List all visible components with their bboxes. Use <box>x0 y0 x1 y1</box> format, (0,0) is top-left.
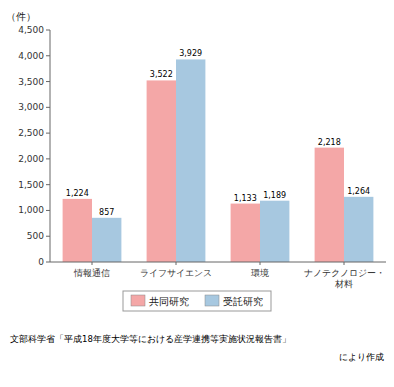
bar <box>231 204 260 262</box>
x-tick <box>92 262 93 265</box>
chart: 0 500 1,000 1,500 2,000 2,500 3,000 3,500 4,000 4… <box>0 0 394 387</box>
data-label: 3,522 <box>150 70 173 79</box>
y-tick <box>46 55 50 56</box>
x-tick-label-line: ナノテクノロジー・ <box>304 268 385 278</box>
bar <box>63 199 92 262</box>
data-label: 1,224 <box>66 189 89 198</box>
y-tick-label: 0 <box>38 257 44 267</box>
bar <box>176 59 205 262</box>
bar <box>260 201 289 262</box>
y-tick-label: 4,500 <box>18 25 44 35</box>
x-tick-label-line: 情報通信 <box>73 268 110 278</box>
legend-frame <box>123 291 271 311</box>
legend: 共同研究 受託研究 <box>123 291 271 311</box>
y-tick <box>46 158 50 159</box>
y-tick <box>46 133 50 134</box>
y-tick-label: 3,500 <box>18 77 44 87</box>
data-labels: 1,224 3,522 1,133 2,218 857 3,929 1,189 1,264 <box>66 49 370 216</box>
y-tick <box>46 81 50 82</box>
x-tick-label: 環境 <box>251 268 269 278</box>
x-tick <box>260 262 261 265</box>
y-tick <box>46 210 50 211</box>
bar <box>92 218 121 262</box>
y-tick-label: 1,500 <box>18 180 44 190</box>
x-tick-label-line: 材料 <box>334 279 353 289</box>
y-tick <box>46 262 50 263</box>
y-tick <box>46 30 50 31</box>
y-tick-label: 3,000 <box>18 102 44 112</box>
legend-swatch <box>131 295 145 306</box>
x-tick-label: ライフサイエンス <box>140 268 212 278</box>
y-axis <box>50 30 51 262</box>
y-tick <box>46 184 50 185</box>
bar <box>315 148 344 262</box>
y-tick <box>46 107 50 108</box>
y-tick <box>46 236 50 237</box>
source-note: により作成 <box>339 352 384 362</box>
data-label: 1,133 <box>234 194 257 203</box>
x-tick <box>176 262 177 265</box>
bar <box>344 197 373 262</box>
y-tick-label: 1,000 <box>18 205 44 215</box>
x-tick <box>344 262 345 265</box>
x-axis <box>50 262 386 263</box>
x-tick-label: ナノテクノロジー・材料 <box>304 268 385 289</box>
data-label: 3,929 <box>179 49 202 58</box>
legend-label: 共同研究 <box>149 296 189 307</box>
y-tick-label: 4,000 <box>18 51 44 61</box>
x-tick-label-line: 環境 <box>251 268 269 278</box>
y-tick-label: 500 <box>27 231 44 241</box>
bar <box>147 80 176 262</box>
data-label: 1,264 <box>347 187 370 196</box>
data-label: 2,218 <box>318 138 341 147</box>
y-tick-label: 2,500 <box>18 128 44 138</box>
x-tick-label: 情報通信 <box>73 268 110 278</box>
y-axis-label: （件） <box>6 11 36 22</box>
y-tick-label: 2,000 <box>18 154 44 164</box>
data-label: 1,189 <box>263 191 286 200</box>
data-label: 857 <box>99 208 114 217</box>
bars <box>63 59 374 262</box>
x-tick-label-line: ライフサイエンス <box>140 268 212 278</box>
legend-label: 受託研究 <box>223 296 263 307</box>
legend-swatch <box>205 295 219 306</box>
source-note: 文部科学省「平成18年度大学等における産学連携等実施状況報告書」 <box>10 334 291 344</box>
